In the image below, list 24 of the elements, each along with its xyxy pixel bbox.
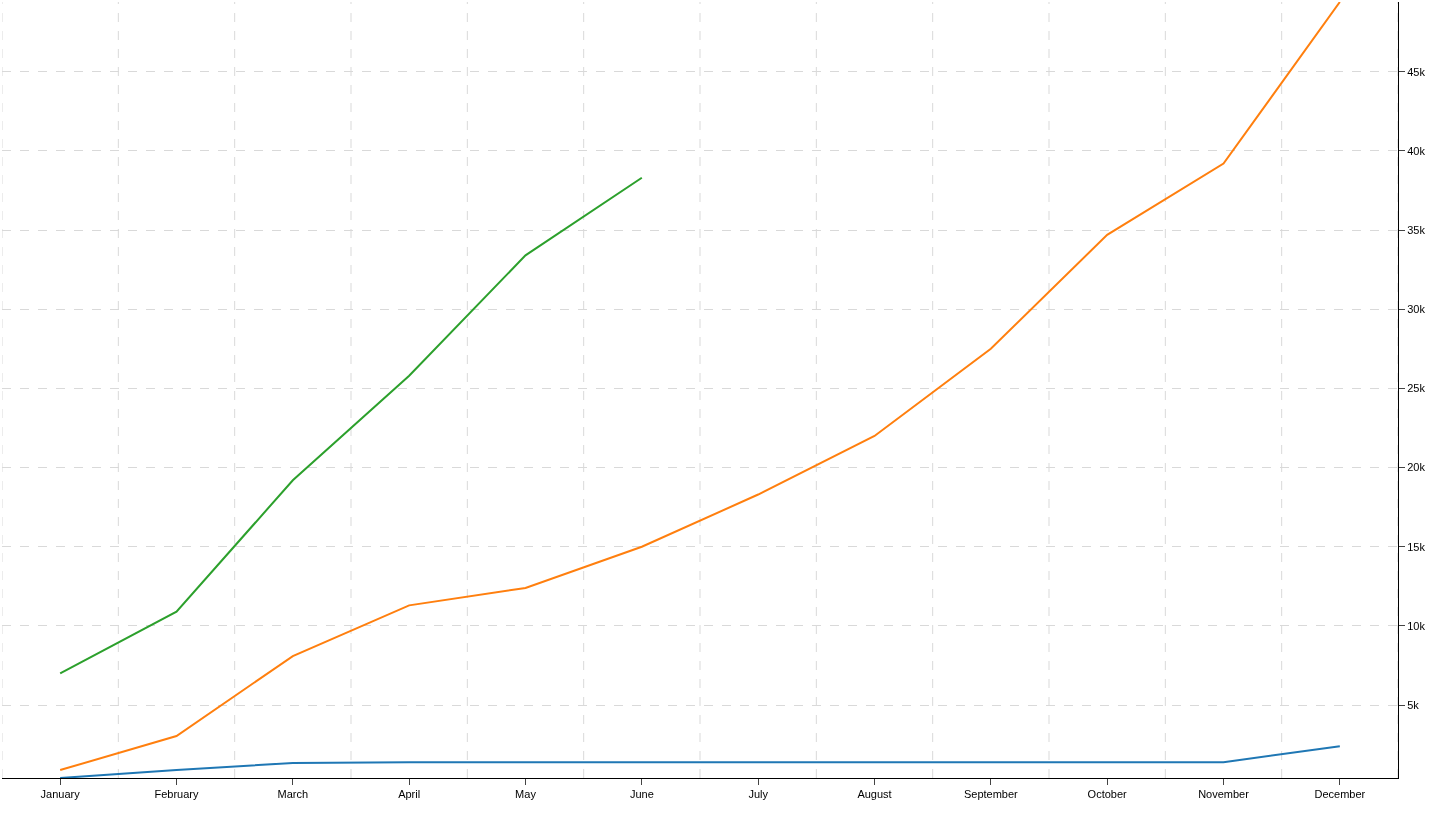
y-tick-label: 25k bbox=[1407, 382, 1426, 395]
y-tick-label: 45k bbox=[1407, 65, 1426, 78]
x-tick-label: November bbox=[1198, 788, 1250, 801]
x-tick-label: January bbox=[40, 788, 81, 801]
x-tick-label: December bbox=[1314, 788, 1366, 801]
y-tick-label: 40k bbox=[1407, 144, 1426, 157]
y-tick-label: 5k bbox=[1407, 699, 1420, 711]
y-tick-label: 30k bbox=[1407, 303, 1426, 316]
line-series bbox=[59, 176, 643, 675]
x-tick-label: February bbox=[154, 788, 199, 801]
x-tick-label: March bbox=[277, 788, 309, 801]
x-tick-label: April bbox=[398, 788, 421, 801]
y-tick-label: 15k bbox=[1407, 540, 1426, 553]
x-tick-label: August bbox=[857, 788, 892, 801]
y-tick-label: 20k bbox=[1407, 461, 1426, 474]
x-tick-label: July bbox=[748, 788, 769, 801]
y-tick-label: 35k bbox=[1407, 223, 1426, 236]
line-series bbox=[59, 745, 1341, 778]
x-tick-label: October bbox=[1087, 788, 1128, 801]
x-tick-label: May bbox=[515, 788, 537, 801]
y-tick-label: 10k bbox=[1407, 619, 1426, 632]
x-tick-label: June bbox=[629, 788, 654, 801]
x-tick-label: September bbox=[963, 788, 1019, 801]
line-series bbox=[59, 2, 1341, 772]
